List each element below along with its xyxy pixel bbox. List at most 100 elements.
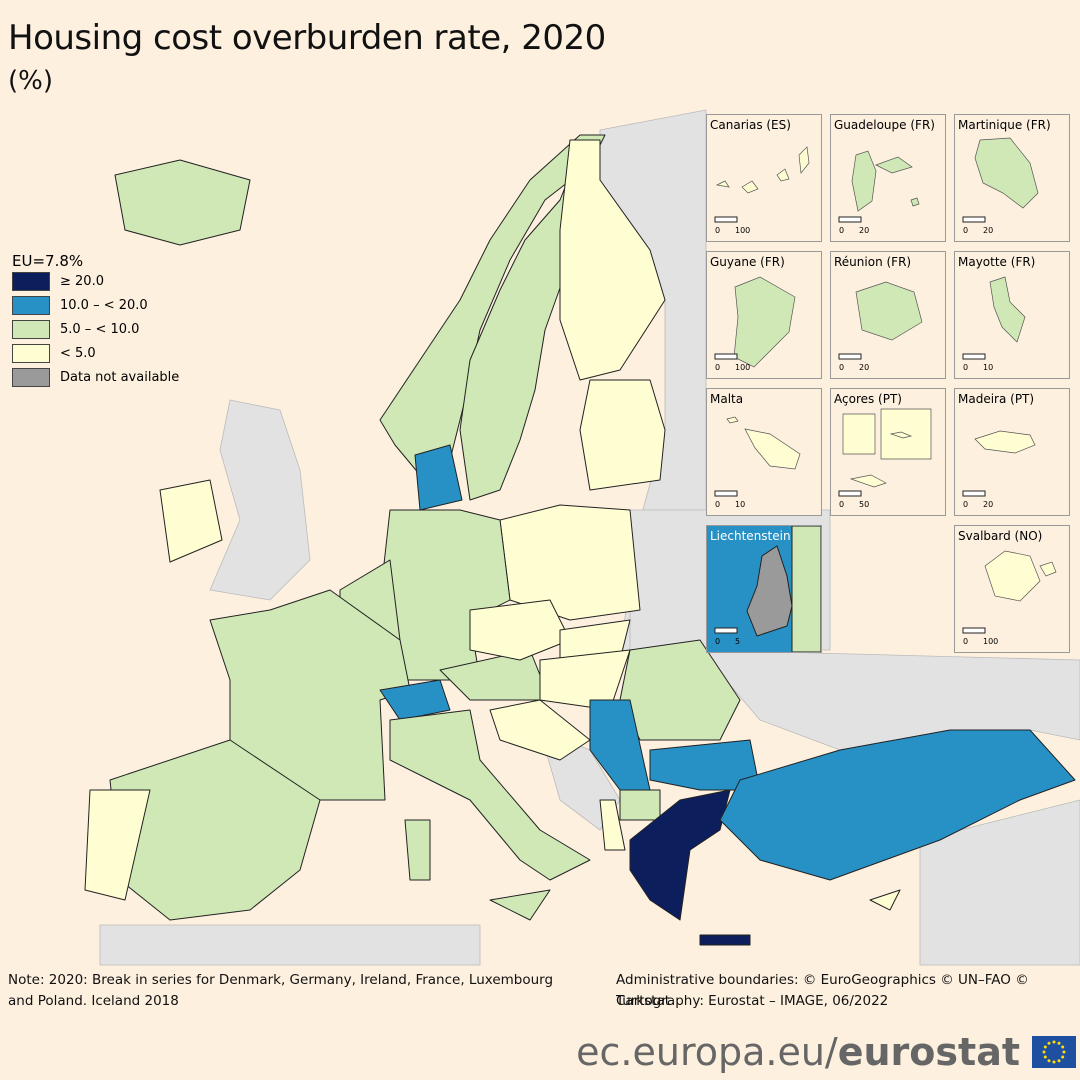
scale-bar: [962, 490, 986, 497]
inset-label: Réunion (FR): [834, 255, 912, 269]
country: [379, 679, 451, 721]
scale-label: 20: [859, 363, 870, 372]
neighbour: [791, 526, 821, 652]
inset: Mayotte (FR) 0 10: [954, 251, 1070, 379]
inset-label: Malta: [710, 392, 744, 406]
inset: Guadeloupe (FR) 0 20: [830, 114, 946, 242]
country: [469, 599, 571, 661]
inset-shape: [855, 281, 923, 341]
inset-map: [714, 416, 801, 497]
svalbard: [984, 550, 1057, 602]
inset-shape: [842, 408, 932, 488]
inset-shape: [851, 150, 920, 212]
legend-label: 10.0 – < 20.0: [60, 298, 148, 313]
inset: Açores (PT) 0 50: [830, 388, 946, 516]
country: [159, 479, 223, 563]
subtitle: (%): [8, 66, 53, 96]
country: [599, 799, 626, 851]
country: [489, 699, 591, 761]
scale-label: 50: [859, 500, 870, 509]
inset-label: Canarias (ES): [710, 118, 791, 132]
inset-map: [962, 550, 1057, 634]
legend-swatch: [12, 296, 50, 315]
inset-map: [838, 408, 932, 497]
legend-swatch: [12, 272, 50, 291]
country: [209, 589, 411, 801]
legend-swatch: [12, 320, 50, 339]
scale-label: 0: [715, 363, 721, 372]
eu-flag: [1032, 1036, 1076, 1068]
legend-title: EU=7.8%: [12, 252, 84, 270]
inset-map: [838, 150, 920, 223]
scale-label: 100: [735, 226, 751, 235]
country: [404, 819, 431, 881]
scale-label: 0: [715, 226, 721, 235]
scale-label: 0: [963, 500, 969, 509]
country: [84, 789, 151, 901]
inset-label: Svalbard (NO): [958, 529, 1043, 543]
scale-label: 100: [983, 637, 999, 646]
legend-item: Data not available: [12, 368, 179, 387]
country: [869, 889, 901, 911]
legend-label: ≥ 20.0: [60, 274, 104, 289]
liechtenstein: [746, 545, 793, 637]
scale-label: 10: [735, 500, 746, 509]
credit: Administrative boundaries: © EuroGeograp…: [616, 972, 1029, 1009]
scale-label: 5: [735, 637, 741, 646]
inset-map: [714, 146, 810, 223]
legend-label: Data not available: [60, 370, 180, 385]
scale-bar: [714, 490, 738, 497]
scale-bar: [714, 627, 738, 634]
legend-label: 5.0 – < 10.0: [60, 322, 140, 337]
legend-item: ≥ 20.0: [12, 272, 104, 291]
footer-url: ec.europa.eu/: [576, 1030, 838, 1074]
scale-bar: [838, 353, 862, 360]
inset-map: [962, 430, 1036, 497]
scale-label: 0: [839, 226, 845, 235]
country: [389, 709, 591, 881]
scale-bar: [714, 353, 738, 360]
legend-swatch: [12, 368, 50, 387]
title: Housing cost overburden rate, 2020: [8, 18, 606, 58]
legend-item: < 5.0: [12, 344, 96, 363]
country: [619, 789, 661, 821]
inset-label: Mayotte (FR): [958, 255, 1036, 269]
country: [629, 789, 731, 921]
inset-label: Liechtenstein: [710, 529, 791, 543]
footer: ec.europa.eu/eurostat: [576, 1030, 1020, 1074]
countries: [84, 134, 1076, 946]
scale-label: 0: [963, 363, 969, 372]
scale-bar: [962, 627, 986, 634]
inset-label: Açores (PT): [834, 392, 902, 406]
country: [489, 889, 551, 921]
legend-label: < 5.0: [60, 346, 96, 361]
inset-label: Martinique (FR): [958, 118, 1051, 132]
inset-map: [714, 276, 796, 368]
inset-label: Guadeloupe (FR): [834, 118, 935, 132]
credit: Cartography: Eurostat – IMAGE, 06/2022: [616, 993, 889, 1009]
scale-label: 0: [839, 363, 845, 372]
scale-label: 100: [735, 363, 751, 372]
inset-label: Madeira (PT): [958, 392, 1035, 406]
scale-label: 20: [983, 226, 994, 235]
scale-bar: [962, 216, 986, 223]
country: [114, 159, 251, 246]
note: Note: 2020: Break in series for Denmark,…: [8, 972, 554, 1009]
scale-label: 0: [715, 500, 721, 509]
inset-shape: [726, 416, 801, 470]
inset: Réunion (FR) 0 20: [830, 251, 946, 379]
scale-label: 10: [983, 363, 994, 372]
inset-shape: [974, 137, 1039, 209]
inset-map: [962, 137, 1039, 223]
scale-bar: [838, 216, 862, 223]
inset: Madeira (PT) 0 20: [954, 388, 1070, 516]
country: [559, 139, 666, 381]
inset-shape: [715, 146, 810, 194]
inset-label: Guyane (FR): [710, 255, 785, 269]
country: [499, 504, 641, 621]
scale-label: 0: [839, 500, 845, 509]
scale-bar: [962, 353, 986, 360]
inset-map: [838, 281, 923, 360]
